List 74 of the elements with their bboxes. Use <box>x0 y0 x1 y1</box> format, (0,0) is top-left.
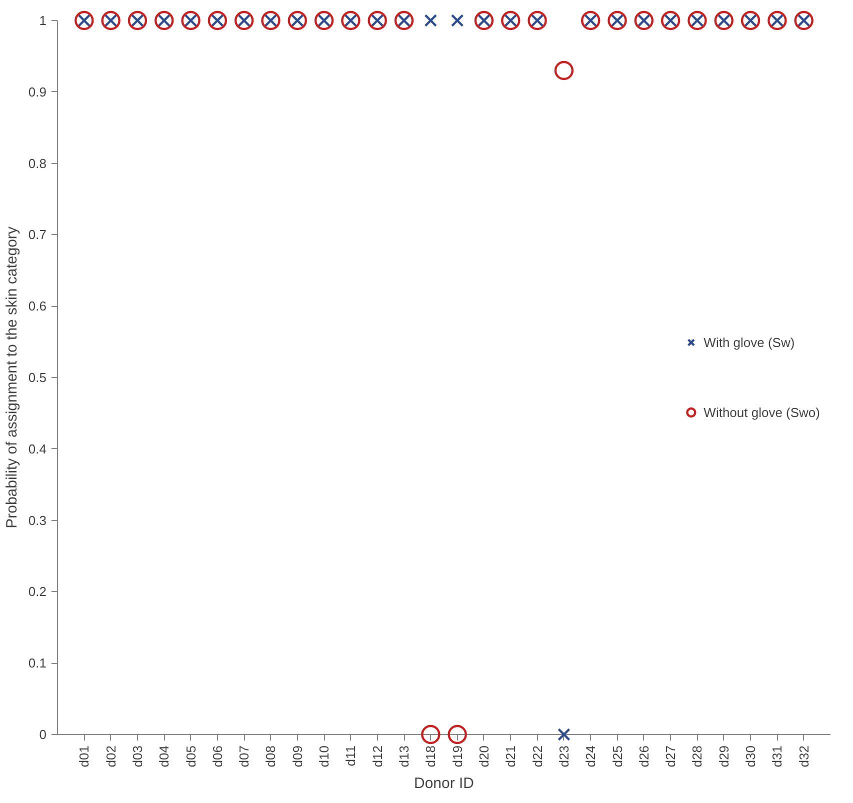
x-tick-label: d09 <box>290 745 305 768</box>
point <box>768 10 787 30</box>
x-tick-label: d28 <box>690 745 705 768</box>
x-tick-label: d30 <box>743 745 758 768</box>
x-tick-label: d08 <box>263 745 278 768</box>
x-tick-label: d24 <box>583 745 598 768</box>
point <box>688 10 707 30</box>
legend-label: Without glove (Swo) <box>704 404 820 420</box>
point <box>660 10 680 30</box>
x-tick-label: d06 <box>210 745 225 768</box>
point <box>394 10 414 30</box>
x-tick-label: d07 <box>236 745 252 768</box>
point <box>128 10 148 30</box>
x-tick-label: d32 <box>796 745 812 768</box>
x-tick-label: d27 <box>663 745 678 768</box>
y-tick-label: 1 <box>39 13 47 28</box>
x-tick-label: d25 <box>610 745 625 768</box>
y-tick-label: 0.4 <box>28 441 47 456</box>
point <box>581 10 600 30</box>
y-tick-label: 0.3 <box>28 512 47 528</box>
x-tick-label: d11 <box>343 745 358 766</box>
point <box>74 10 94 30</box>
y-tick-label: 0.2 <box>28 584 47 600</box>
x-tick-label: d05 <box>183 745 198 768</box>
x-tick-label: d21 <box>503 745 518 768</box>
point <box>474 10 494 30</box>
x-axis-title: Donor ID <box>414 775 474 792</box>
y-tick-label: 0 <box>39 727 47 742</box>
y-tick-label: 0.7 <box>28 227 47 242</box>
point <box>501 10 520 30</box>
y-tick-label: 0.8 <box>28 156 47 171</box>
point <box>421 724 440 744</box>
x-tick-label: d23 <box>556 745 572 768</box>
point <box>740 10 760 30</box>
point <box>314 10 334 30</box>
x-tick-label: d02 <box>103 745 118 768</box>
point <box>341 10 360 30</box>
point <box>208 10 228 30</box>
point <box>181 10 200 30</box>
x-tick-label: d04 <box>156 745 172 768</box>
point <box>714 10 734 30</box>
point <box>234 10 254 30</box>
x-tick-label: d03 <box>130 745 145 768</box>
point <box>634 10 654 30</box>
x-tick-label: d26 <box>636 745 652 768</box>
x-tick-label: d18 <box>423 745 438 768</box>
x-tick-label: d31 <box>770 745 785 768</box>
x-tick-label: d29 <box>716 745 732 768</box>
x-tick-label: d12 <box>370 745 385 768</box>
y-tick-label: 0.6 <box>28 298 47 314</box>
y-tick-label: 0.1 <box>28 656 47 671</box>
legend-label: With glove (Sw) <box>704 334 795 350</box>
x-tick-label: d10 <box>316 745 332 768</box>
x-tick-label: d22 <box>530 745 545 768</box>
point <box>154 10 174 30</box>
y-tick-label: 0.5 <box>28 370 47 385</box>
point <box>368 10 387 30</box>
point <box>288 10 307 30</box>
point <box>448 724 467 744</box>
x-tick-label: d01 <box>76 745 92 768</box>
point <box>424 14 438 27</box>
point <box>558 728 570 741</box>
x-tick-label: d19 <box>450 745 465 768</box>
y-axis-title: Probability of assignment to the skin category <box>3 226 20 528</box>
point <box>794 10 814 30</box>
x-tick-label: d20 <box>476 745 492 768</box>
point <box>528 10 547 30</box>
point <box>608 10 627 30</box>
y-tick-label: 0.9 <box>28 84 47 100</box>
point <box>261 10 280 30</box>
point <box>101 10 120 30</box>
point <box>450 14 464 27</box>
x-tick-label: d13 <box>396 745 412 768</box>
point <box>554 60 574 80</box>
